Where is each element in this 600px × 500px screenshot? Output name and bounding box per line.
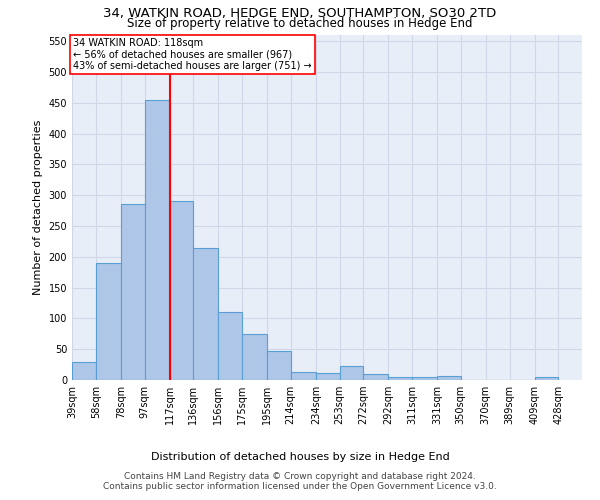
Text: Distribution of detached houses by size in Hedge End: Distribution of detached houses by size … [151,452,449,462]
Bar [121,204,145,380]
Bar [242,334,267,380]
Bar [412,377,437,380]
Bar [437,376,461,380]
Bar [170,202,193,380]
Text: Contains HM Land Registry data © Crown copyright and database right 2024.: Contains HM Land Registry data © Crown c… [124,472,476,481]
Text: Size of property relative to detached houses in Hedge End: Size of property relative to detached ho… [127,16,473,30]
Bar [72,362,96,380]
Bar [340,366,363,380]
Text: 34, WATKIN ROAD, HEDGE END, SOUTHAMPTON, SO30 2TD: 34, WATKIN ROAD, HEDGE END, SOUTHAMPTON,… [103,8,497,20]
Bar [96,263,121,380]
Bar [291,372,316,380]
Bar [218,312,242,380]
Text: Contains public sector information licensed under the Open Government Licence v3: Contains public sector information licen… [103,482,497,491]
Y-axis label: Number of detached properties: Number of detached properties [33,120,43,295]
Bar [193,248,218,380]
Bar [535,377,558,380]
Bar [316,372,340,380]
Bar [145,100,170,380]
Bar [388,377,412,380]
Bar [267,351,291,380]
Bar [363,374,388,380]
Text: 34 WATKIN ROAD: 118sqm
← 56% of detached houses are smaller (967)
43% of semi-de: 34 WATKIN ROAD: 118sqm ← 56% of detached… [73,38,312,72]
